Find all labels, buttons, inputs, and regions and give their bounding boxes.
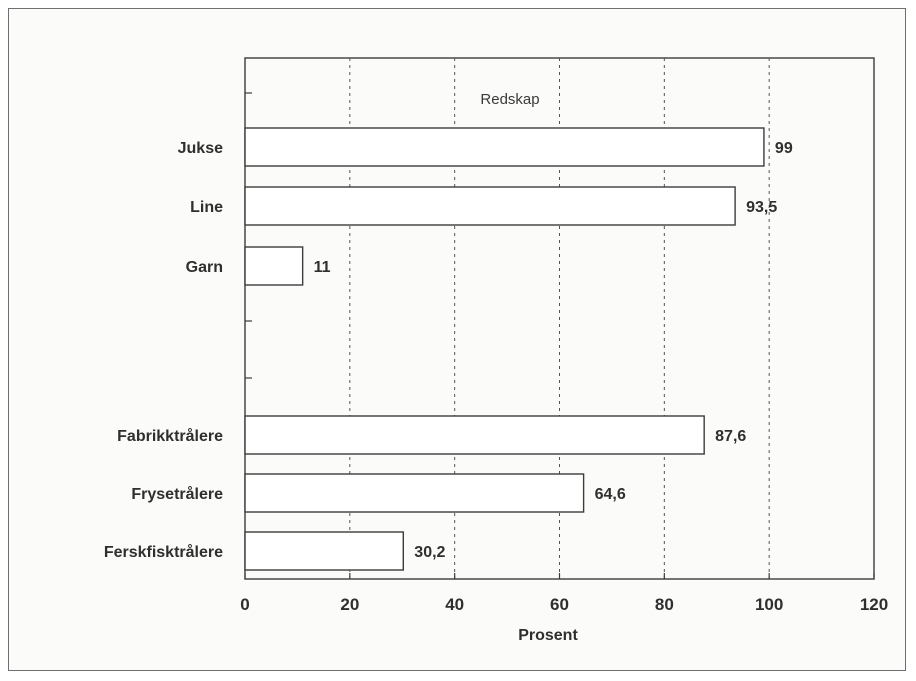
x-tick-label-60: 60: [550, 595, 569, 614]
category-label-0-2: Garn: [186, 259, 223, 276]
value-label-0-0: 99: [775, 140, 793, 157]
x-tick-label-20: 20: [340, 595, 359, 614]
bar-1-2: [244, 531, 404, 571]
value-label-0-2: 11: [314, 259, 331, 276]
chart-frame: [8, 8, 906, 671]
category-label-1-1: Frysetrålere: [131, 485, 223, 503]
category-label-1-0: Fabrikktrålere: [117, 427, 223, 445]
category-label-0-0: Jukse: [178, 140, 223, 157]
bar-1-1: [244, 473, 585, 513]
x-tick-label-0: 0: [240, 595, 249, 614]
value-label-1-1: 64,6: [595, 486, 626, 503]
group-label-0: Redskap: [480, 91, 539, 108]
x-tick-label-100: 100: [755, 595, 783, 614]
value-label-0-1: 93,5: [746, 199, 777, 216]
x-axis-title: Prosent: [518, 627, 578, 644]
bar-0-0: [244, 127, 765, 167]
bar-1-0: [244, 415, 705, 455]
x-tick-label-40: 40: [445, 595, 464, 614]
category-label-0-1: Line: [190, 199, 223, 216]
value-label-1-2: 30,2: [414, 544, 445, 561]
x-tick-label-80: 80: [655, 595, 674, 614]
value-label-1-0: 87,6: [715, 428, 746, 445]
bar-0-2: [244, 246, 304, 286]
x-tick-label-120: 120: [860, 595, 888, 614]
bar-0-1: [244, 186, 736, 226]
category-label-1-2: Ferskfisktrålere: [104, 543, 223, 561]
